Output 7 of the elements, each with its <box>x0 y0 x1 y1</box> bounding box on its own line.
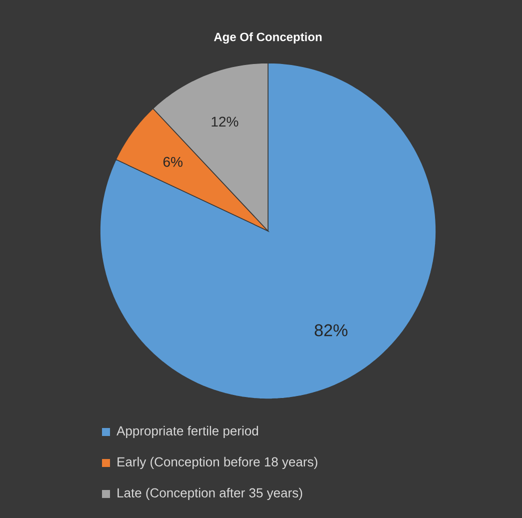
legend-label: Early (Conception before 18 years) <box>118 456 318 470</box>
data-label: 82% <box>314 324 348 336</box>
legend-label: Appropriate fertile period <box>116 426 258 438</box>
chart-title: Age Of Conception <box>214 32 322 44</box>
legend-label: Late (Conception after 35 years) <box>118 488 302 500</box>
data-label: 6% <box>163 156 182 167</box>
data-label: 12% <box>212 116 238 127</box>
